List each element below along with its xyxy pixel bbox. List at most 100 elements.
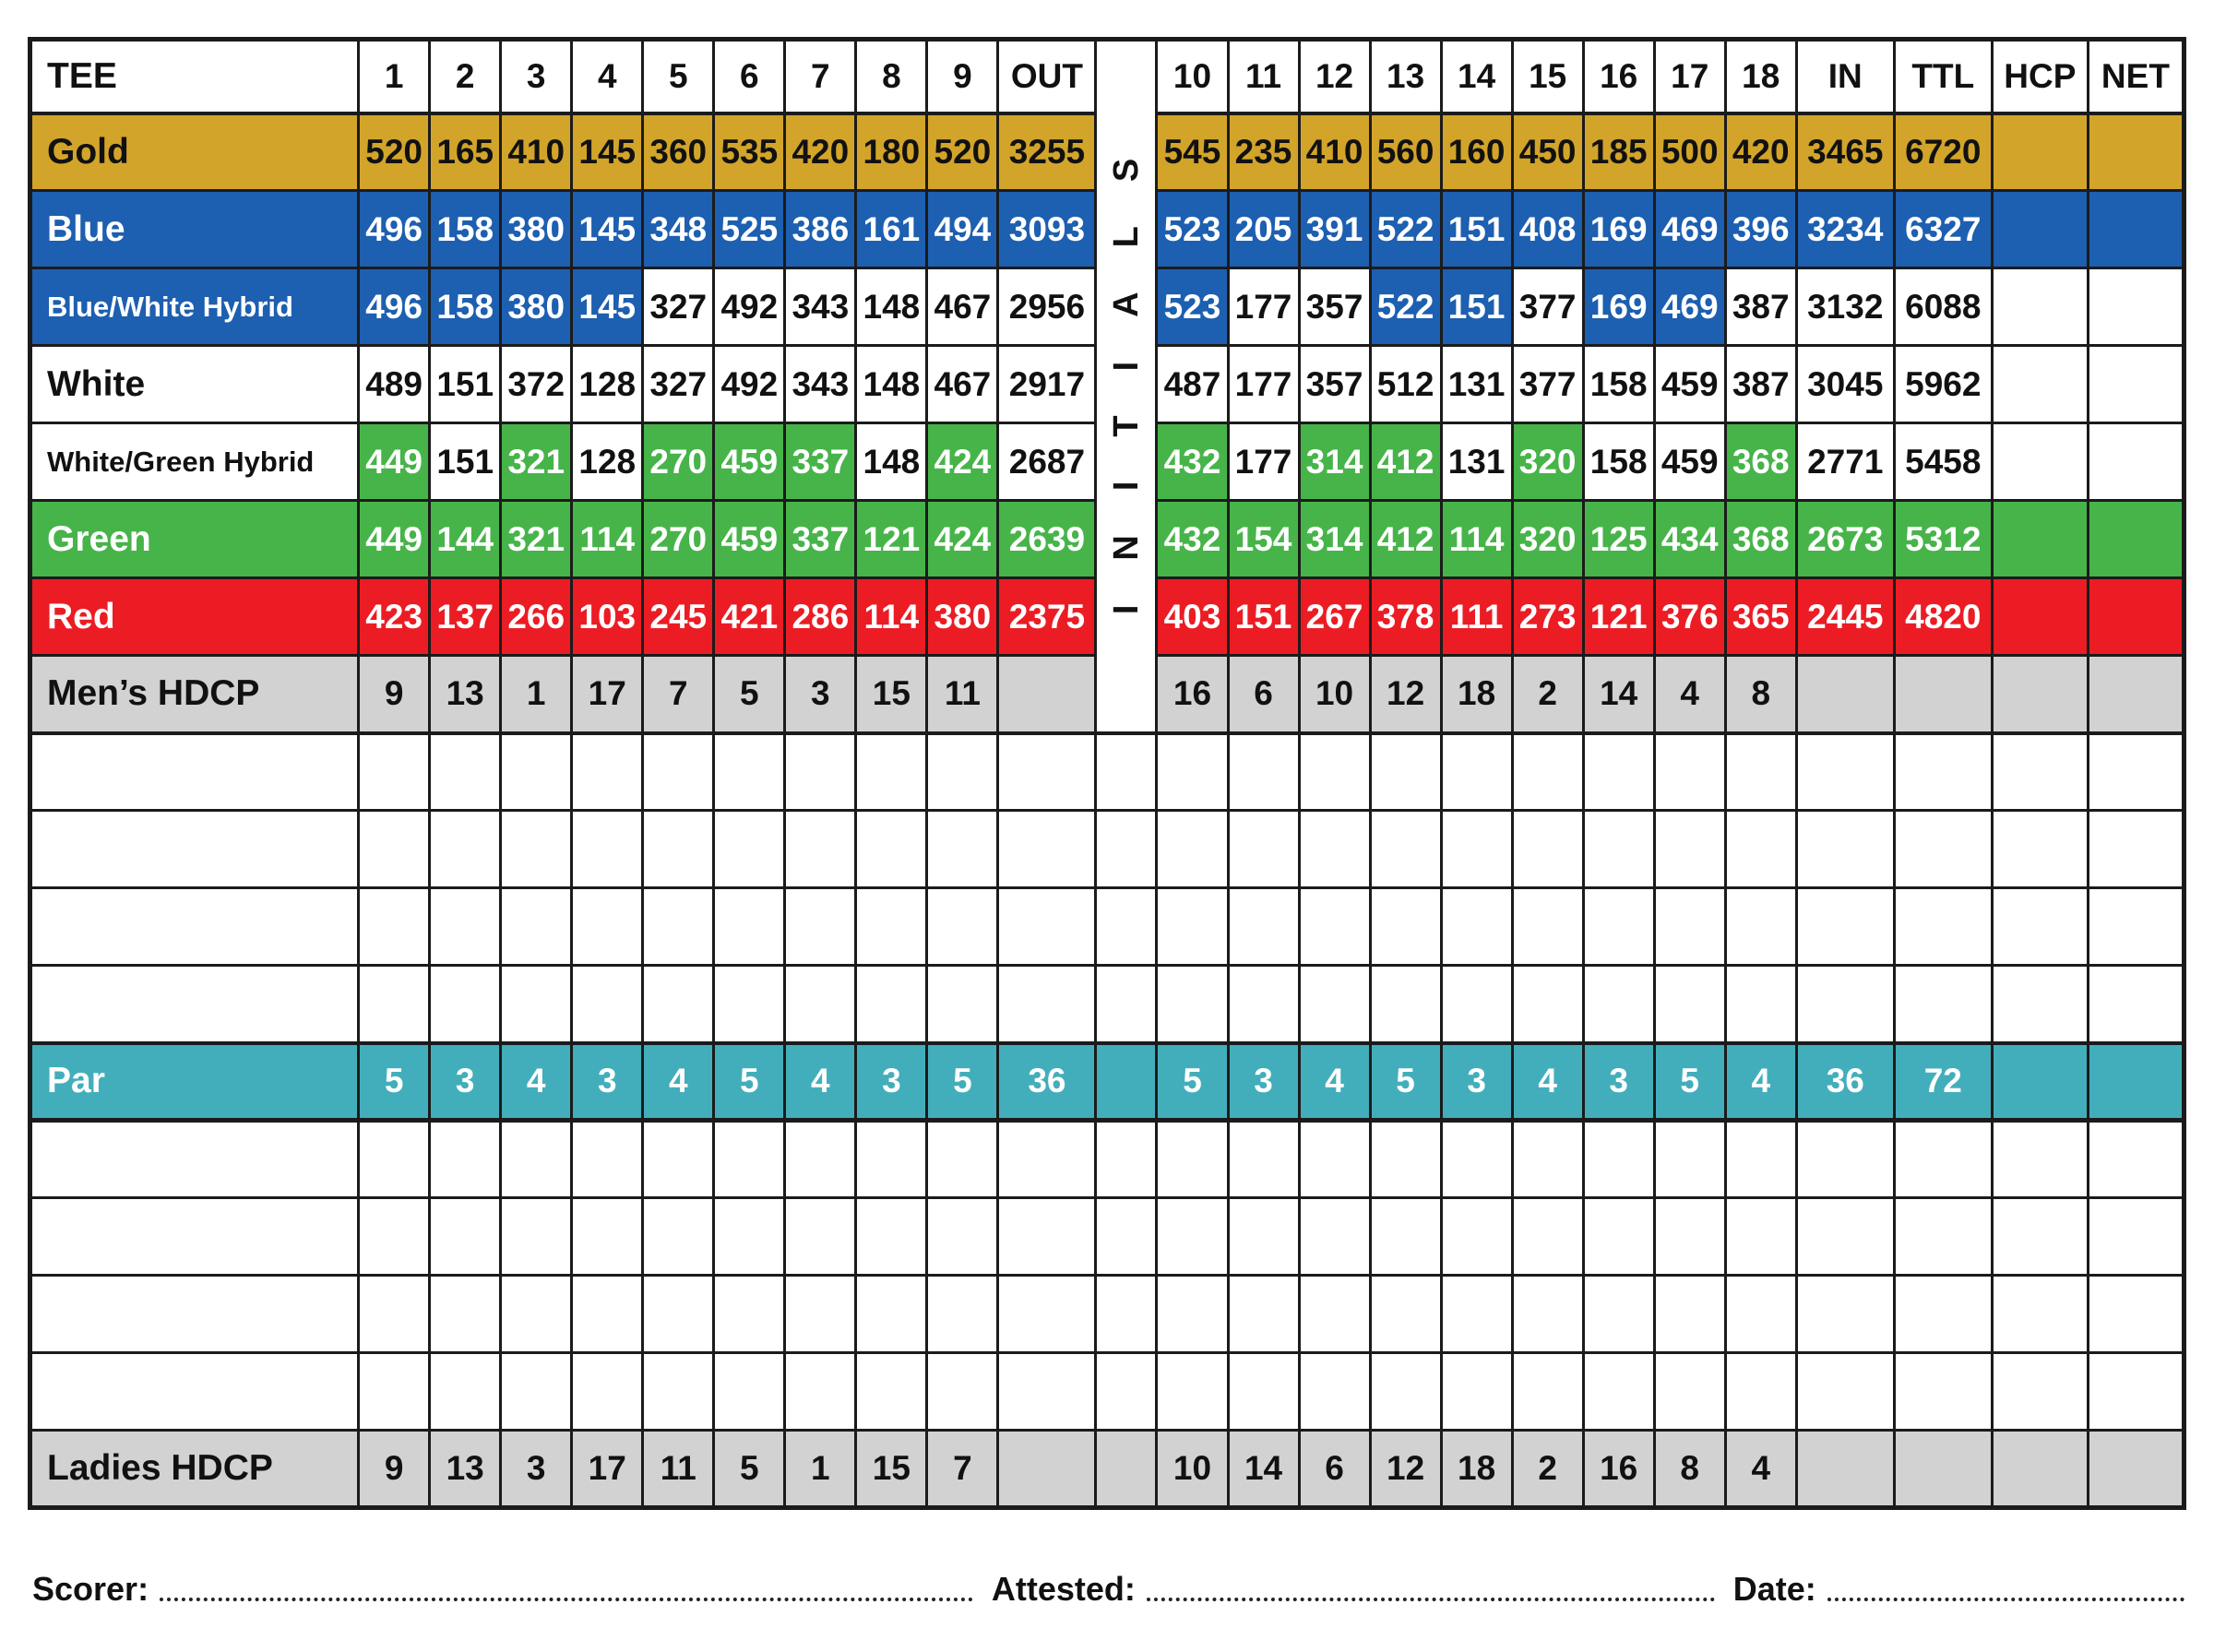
- blank-row-1--hole-17[interactable]: [1652, 731, 1727, 812]
- blank-row-3--hole-15[interactable]: [1510, 886, 1585, 967]
- blank-row-4--tee[interactable]: [28, 964, 361, 1044]
- blank-row-8--hole-12[interactable]: [1297, 1351, 1372, 1432]
- blank-row-5--hole-18[interactable]: [1723, 1119, 1798, 1199]
- blank-row-4--initials[interactable]: [1094, 964, 1159, 1044]
- blank-row-1--hole-16[interactable]: [1581, 731, 1656, 812]
- blank-row-6--hole-3[interactable]: [499, 1196, 574, 1277]
- blank-row-4--hole-15[interactable]: [1510, 964, 1585, 1044]
- blank-row-8--hole-1[interactable]: [357, 1351, 432, 1432]
- blank-row-7--hole-10[interactable]: [1155, 1274, 1230, 1354]
- blank-row-6--hole-5[interactable]: [641, 1196, 716, 1277]
- blank-row-6--hole-7[interactable]: [783, 1196, 858, 1277]
- blank-row-7--hole-15[interactable]: [1510, 1274, 1585, 1354]
- blank-row-4--hole-2[interactable]: [428, 964, 503, 1044]
- blank-row-8--hole-11[interactable]: [1226, 1351, 1301, 1432]
- blank-row-7--hole-17[interactable]: [1652, 1274, 1727, 1354]
- blank-row-1--initials[interactable]: [1094, 731, 1159, 812]
- blank-row-7--hole-6[interactable]: [712, 1274, 787, 1354]
- blank-row-2--initials[interactable]: [1094, 809, 1159, 889]
- blank-row-6--hole-16[interactable]: [1581, 1196, 1656, 1277]
- scorer-signature-line[interactable]: [160, 1590, 973, 1601]
- blank-row-8--in[interactable]: [1794, 1351, 1896, 1432]
- blank-row-7--hole-4[interactable]: [570, 1274, 645, 1354]
- blank-row-2--hole-17[interactable]: [1652, 809, 1727, 889]
- blank-row-8--hole-9[interactable]: [925, 1351, 1000, 1432]
- blank-row-7--hole-16[interactable]: [1581, 1274, 1656, 1354]
- blank-row-4--hole-17[interactable]: [1652, 964, 1727, 1044]
- blank-row-8--out[interactable]: [996, 1351, 1098, 1432]
- blank-row-3--in[interactable]: [1794, 886, 1896, 967]
- attested-signature-line[interactable]: [1146, 1590, 1715, 1601]
- blank-row-2--hole-10[interactable]: [1155, 809, 1230, 889]
- blank-row-6--hole-9[interactable]: [925, 1196, 1000, 1277]
- blank-row-1--hole-8[interactable]: [854, 731, 929, 812]
- blank-row-3--hole-1[interactable]: [357, 886, 432, 967]
- blank-row-6--out[interactable]: [996, 1196, 1098, 1277]
- blank-row-3--hole-16[interactable]: [1581, 886, 1656, 967]
- blank-row-3--hole-6[interactable]: [712, 886, 787, 967]
- blank-row-3--hcp[interactable]: [1990, 886, 2089, 967]
- blank-row-6--in[interactable]: [1794, 1196, 1896, 1277]
- blank-row-4--hole-11[interactable]: [1226, 964, 1301, 1044]
- blank-row-1--hcp[interactable]: [1990, 731, 2089, 812]
- blank-row-5--hole-8[interactable]: [854, 1119, 929, 1199]
- blank-row-4--hole-10[interactable]: [1155, 964, 1230, 1044]
- blank-row-8--hcp[interactable]: [1990, 1351, 2089, 1432]
- blank-row-4--hole-4[interactable]: [570, 964, 645, 1044]
- blank-row-2--hole-5[interactable]: [641, 809, 716, 889]
- blank-row-1--tee[interactable]: [28, 731, 361, 812]
- blank-row-2--hole-16[interactable]: [1581, 809, 1656, 889]
- blank-row-2--hole-14[interactable]: [1439, 809, 1514, 889]
- blank-row-8--hole-2[interactable]: [428, 1351, 503, 1432]
- blank-row-7--hole-13[interactable]: [1368, 1274, 1443, 1354]
- date-line[interactable]: [1827, 1590, 2185, 1601]
- blank-row-4--hcp[interactable]: [1990, 964, 2089, 1044]
- blank-row-5--hole-13[interactable]: [1368, 1119, 1443, 1199]
- blank-row-5--hole-1[interactable]: [357, 1119, 432, 1199]
- blank-row-2--out[interactable]: [996, 809, 1098, 889]
- blank-row-3--hole-4[interactable]: [570, 886, 645, 967]
- blank-row-1--hole-2[interactable]: [428, 731, 503, 812]
- blank-row-3--out[interactable]: [996, 886, 1098, 967]
- blank-row-8--hole-18[interactable]: [1723, 1351, 1798, 1432]
- blank-row-6--hole-14[interactable]: [1439, 1196, 1514, 1277]
- blank-row-3--hole-14[interactable]: [1439, 886, 1514, 967]
- blank-row-2--hole-15[interactable]: [1510, 809, 1585, 889]
- blank-row-1--hole-4[interactable]: [570, 731, 645, 812]
- blank-row-7--out[interactable]: [996, 1274, 1098, 1354]
- blank-row-1--hole-12[interactable]: [1297, 731, 1372, 812]
- blank-row-3--hole-17[interactable]: [1652, 886, 1727, 967]
- blank-row-7--hole-11[interactable]: [1226, 1274, 1301, 1354]
- blank-row-4--hole-3[interactable]: [499, 964, 574, 1044]
- blank-row-6--hole-10[interactable]: [1155, 1196, 1230, 1277]
- blank-row-4--hole-9[interactable]: [925, 964, 1000, 1044]
- blank-row-6--initials[interactable]: [1094, 1196, 1159, 1277]
- blank-row-2--hole-18[interactable]: [1723, 809, 1798, 889]
- blank-row-3--hole-2[interactable]: [428, 886, 503, 967]
- blank-row-2--tee[interactable]: [28, 809, 361, 889]
- blank-row-6--hole-13[interactable]: [1368, 1196, 1443, 1277]
- blank-row-7--hole-12[interactable]: [1297, 1274, 1372, 1354]
- blank-row-7--tee[interactable]: [28, 1274, 361, 1354]
- blank-row-1--hole-14[interactable]: [1439, 731, 1514, 812]
- blank-row-3--hole-8[interactable]: [854, 886, 929, 967]
- blank-row-5--hole-11[interactable]: [1226, 1119, 1301, 1199]
- blank-row-8--net[interactable]: [2086, 1351, 2186, 1432]
- blank-row-5--net[interactable]: [2086, 1119, 2186, 1199]
- blank-row-2--ttl[interactable]: [1892, 809, 1994, 889]
- blank-row-7--hcp[interactable]: [1990, 1274, 2089, 1354]
- blank-row-2--hole-6[interactable]: [712, 809, 787, 889]
- blank-row-8--hole-5[interactable]: [641, 1351, 716, 1432]
- blank-row-4--hole-6[interactable]: [712, 964, 787, 1044]
- blank-row-2--hole-12[interactable]: [1297, 809, 1372, 889]
- blank-row-7--hole-3[interactable]: [499, 1274, 574, 1354]
- blank-row-5--hole-3[interactable]: [499, 1119, 574, 1199]
- blank-row-5--hole-4[interactable]: [570, 1119, 645, 1199]
- blank-row-8--hole-13[interactable]: [1368, 1351, 1443, 1432]
- blank-row-7--hole-2[interactable]: [428, 1274, 503, 1354]
- blank-row-7--hole-5[interactable]: [641, 1274, 716, 1354]
- blank-row-2--hole-7[interactable]: [783, 809, 858, 889]
- blank-row-3--hole-5[interactable]: [641, 886, 716, 967]
- blank-row-1--hole-6[interactable]: [712, 731, 787, 812]
- blank-row-6--hole-15[interactable]: [1510, 1196, 1585, 1277]
